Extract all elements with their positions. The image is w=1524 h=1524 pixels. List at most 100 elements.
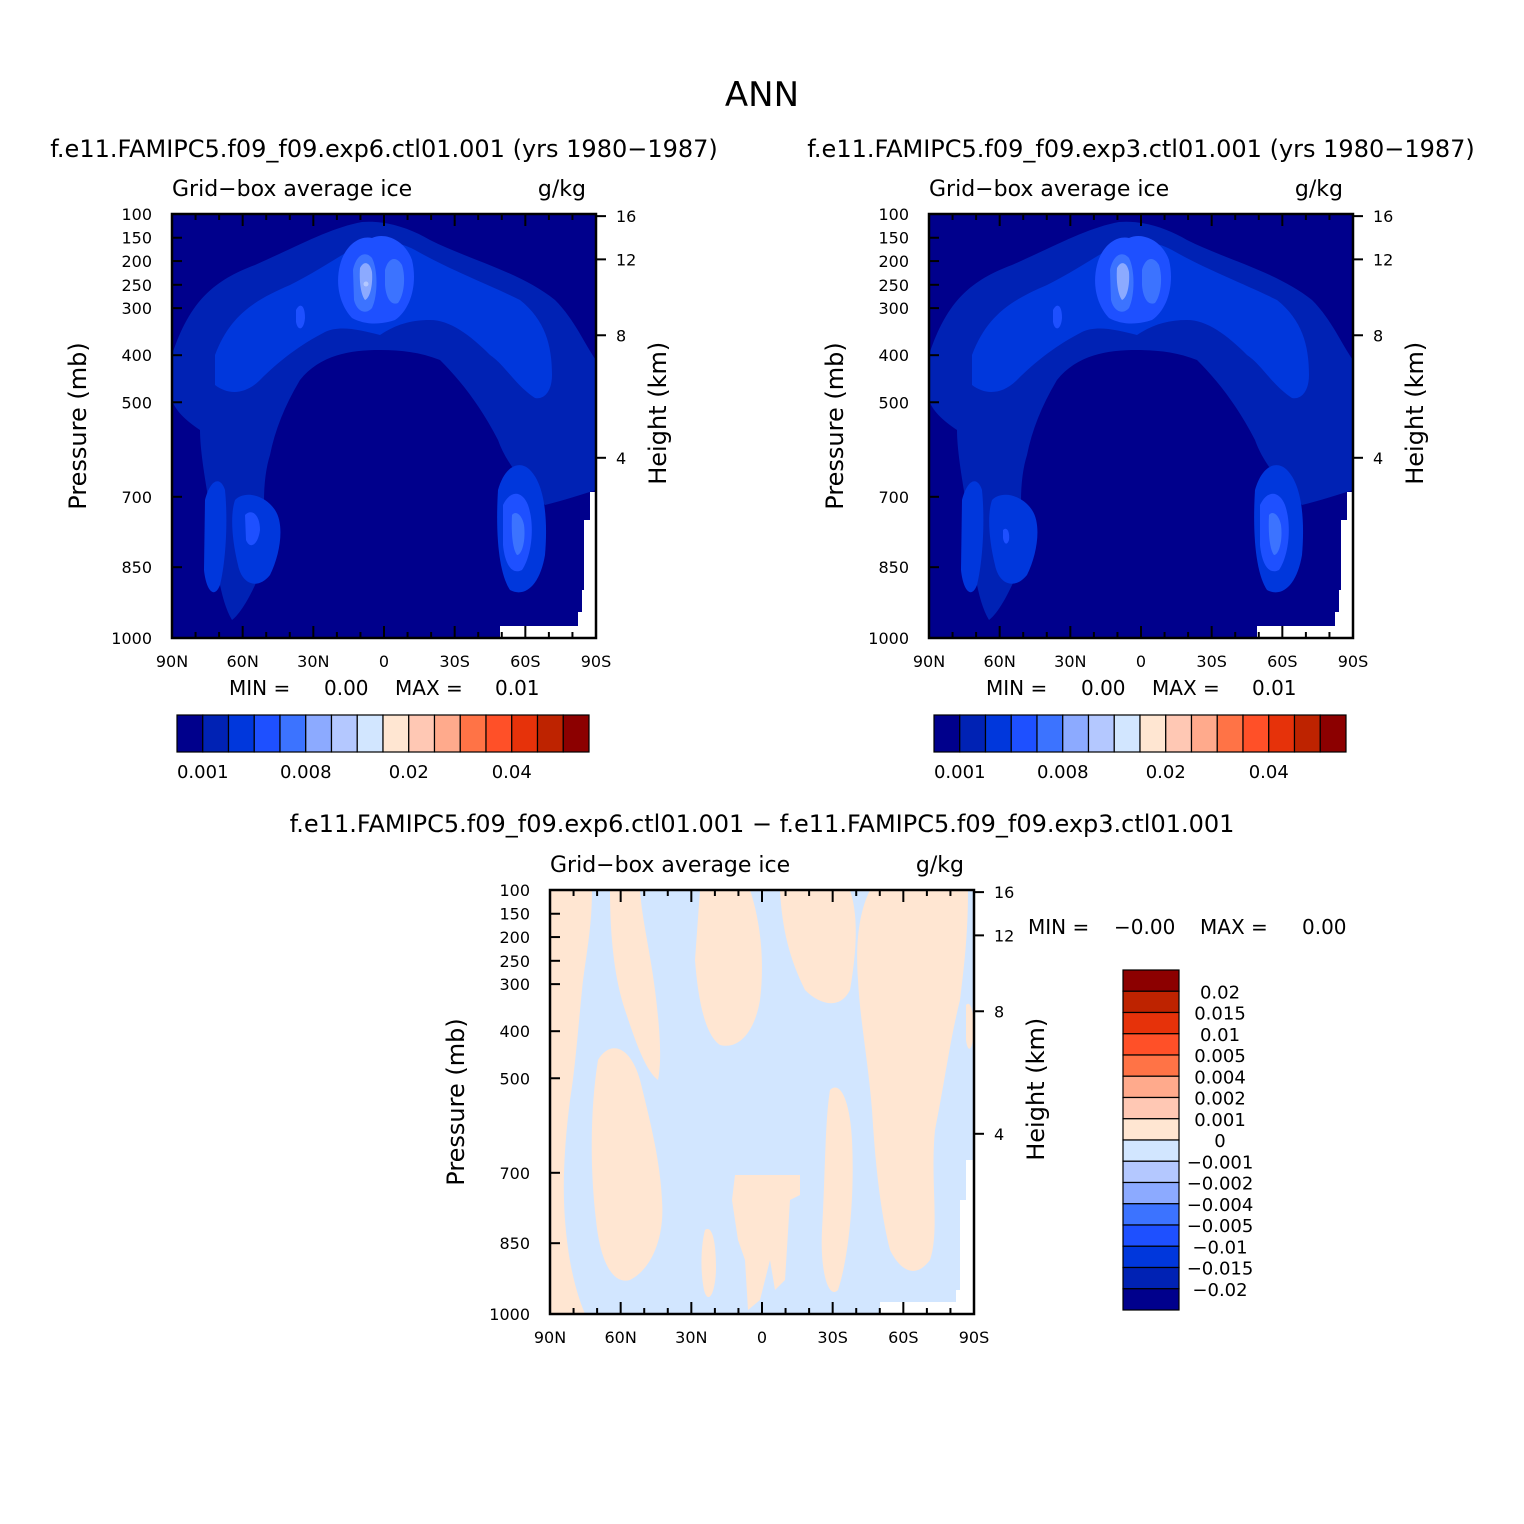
diff-max-value: 0.00 <box>1302 915 1347 939</box>
colorbar-swatch <box>1122 1160 1180 1184</box>
panel-b-y-tick-label: 200 <box>878 252 909 271</box>
panel-a-units-label: g/kg <box>538 177 586 202</box>
colorbar-label: 0.001 <box>1194 1110 1246 1131</box>
colorbar-swatch <box>202 714 230 753</box>
colorbar-swatch <box>1122 969 1180 992</box>
diff-x-tick-label: 30N <box>675 1328 707 1347</box>
panel-a-colorbar: 0.001 0.008 0.02 0.04 <box>176 714 590 783</box>
colorbar-swatch <box>1190 714 1218 753</box>
panel-a-y-tick-label: 250 <box>121 276 152 295</box>
colorbar-swatch <box>984 714 1012 753</box>
colorbar-swatch <box>1242 714 1270 753</box>
panel-a-x-tick-label: 60N <box>227 652 259 671</box>
diff-y-axis-title: Pressure (mb) <box>442 1018 470 1185</box>
colorbar-swatch <box>1122 1096 1180 1120</box>
diff-x-tick-label: 0 <box>757 1328 767 1347</box>
colorbar-swatch <box>1122 1139 1180 1162</box>
panel-a-y-tick-label: 200 <box>121 252 152 271</box>
colorbar-swatch <box>1122 1203 1180 1226</box>
colorbar-swatch <box>1319 714 1347 753</box>
panel-b-x-tick-label: 90S <box>1338 652 1369 671</box>
colorbar-swatch <box>176 714 204 753</box>
panel-a-y2-tick-label: 4 <box>616 449 626 468</box>
panel-b-contour-field <box>929 214 1353 638</box>
colorbar-label: −0.01 <box>1192 1237 1247 1258</box>
panel-a-contour-field <box>172 214 596 638</box>
panel-b-x-tick-label: 30S <box>1196 652 1227 671</box>
colorbar-swatch <box>536 714 564 753</box>
colorbar-label: 0.004 <box>1194 1067 1246 1088</box>
panel-a-y-tick-label: 700 <box>121 488 152 507</box>
panel-a-field-label: Grid−box average ice <box>172 177 412 202</box>
panel-a-y-tick-label: 500 <box>121 393 152 412</box>
colorbar-label: 0.005 <box>1194 1046 1246 1067</box>
panel-a-y2-tick-label: 12 <box>616 250 636 269</box>
panel-b-y-tick-label: 500 <box>878 393 909 412</box>
panel-b-max-label: MAX = <box>1152 676 1220 700</box>
diff-panel-title: f.e11.FAMIPC5.f09_f09.exp6.ctl01.001 − f… <box>290 810 1235 838</box>
colorbar-label: 0.04 <box>1249 762 1289 783</box>
colorbar-swatch <box>1122 1288 1180 1311</box>
colorbar-label: −0.002 <box>1187 1174 1254 1195</box>
panel-b-y2-axis-title: Height (km) <box>1401 342 1429 485</box>
colorbar-label: 0.02 <box>389 762 429 783</box>
colorbar-swatch <box>408 714 436 753</box>
diff-max-label: MAX = <box>1200 915 1268 939</box>
colorbar-swatch <box>1122 1266 1180 1290</box>
colorbar-swatch <box>433 714 461 753</box>
colorbar-label: −0.02 <box>1192 1280 1247 1301</box>
diff-y2-tick-label: 4 <box>994 1125 1004 1144</box>
colorbar-swatch <box>382 714 410 753</box>
panel-a-min-value: 0.00 <box>324 676 369 700</box>
colorbar-swatch <box>1122 1054 1180 1077</box>
diff-x-tick-label: 90S <box>959 1328 990 1347</box>
diff-y2-tick-label: 8 <box>994 1002 1004 1021</box>
colorbar-swatch <box>1036 714 1064 753</box>
panel-b-x-tick-label: 60S <box>1267 652 1298 671</box>
diff-y-tick-label: 700 <box>499 1164 530 1183</box>
panel-a-y-tick-label: 850 <box>121 558 152 577</box>
panel-b-x-tick-label: 0 <box>1136 652 1146 671</box>
panel-b-y-tick-label: 400 <box>878 346 909 365</box>
colorbar-swatch <box>279 714 307 753</box>
diff-y-tick-label: 250 <box>499 952 530 971</box>
colorbar-label: −0.001 <box>1187 1152 1254 1173</box>
colorbar-swatch <box>1062 714 1090 753</box>
panel-a-x-tick-label: 60S <box>510 652 541 671</box>
colorbar-label: 0.002 <box>1194 1089 1246 1110</box>
colorbar-label: 0.015 <box>1194 1004 1246 1025</box>
panel-a-y-tick-label: 1000 <box>111 629 152 648</box>
colorbar-swatch <box>1087 714 1115 753</box>
panel-b-y-tick-label: 1000 <box>868 629 909 648</box>
diff-min-value: −0.00 <box>1114 915 1175 939</box>
colorbar-label: −0.004 <box>1187 1195 1254 1216</box>
colorbar-swatch <box>1122 1245 1180 1269</box>
diff-x-tick-label: 60N <box>605 1328 637 1347</box>
panel-b-min-label: MIN = <box>986 676 1047 700</box>
diff-x-tick-label: 90N <box>534 1328 566 1347</box>
diff-y-tick-label: 1000 <box>489 1305 530 1324</box>
colorbar-swatch <box>1113 714 1141 753</box>
panel-a-min-label: MIN = <box>229 676 290 700</box>
colorbar-swatch <box>1122 1224 1180 1247</box>
panel-b-y-tick-label: 850 <box>878 558 909 577</box>
diff-field-label: Grid−box average ice <box>550 853 790 878</box>
colorbar-label: 0.01 <box>1200 1025 1240 1046</box>
panel-a-x-tick-label: 90S <box>581 652 612 671</box>
panel-a-max-value: 0.01 <box>495 676 540 700</box>
panel-b-x-tick-label: 30N <box>1054 652 1086 671</box>
diff-x-tick-label: 30S <box>817 1328 848 1347</box>
panel-a-x-tick-label: 30S <box>439 652 470 671</box>
diff-y2-axis-title: Height (km) <box>1022 1018 1050 1161</box>
panel-b-colorbar: 0.001 0.008 0.02 0.04 <box>933 714 1347 783</box>
diff-units-label: g/kg <box>916 853 964 878</box>
panel-a-y-tick-label: 400 <box>121 346 152 365</box>
panel-a-y2-tick-label: 16 <box>616 207 636 226</box>
colorbar-swatch <box>330 714 358 753</box>
panel-a-y-tick-label: 150 <box>121 229 152 248</box>
diff-y-tick-label: 300 <box>499 975 530 994</box>
diff-colorbar: 0.020.0150.010.0050.0040.0020.0010−0.001… <box>1122 969 1254 1311</box>
colorbar-swatch <box>356 714 384 753</box>
diff-y-tick-label: 400 <box>499 1022 530 1041</box>
panel-a-x-tick-label: 90N <box>156 652 188 671</box>
